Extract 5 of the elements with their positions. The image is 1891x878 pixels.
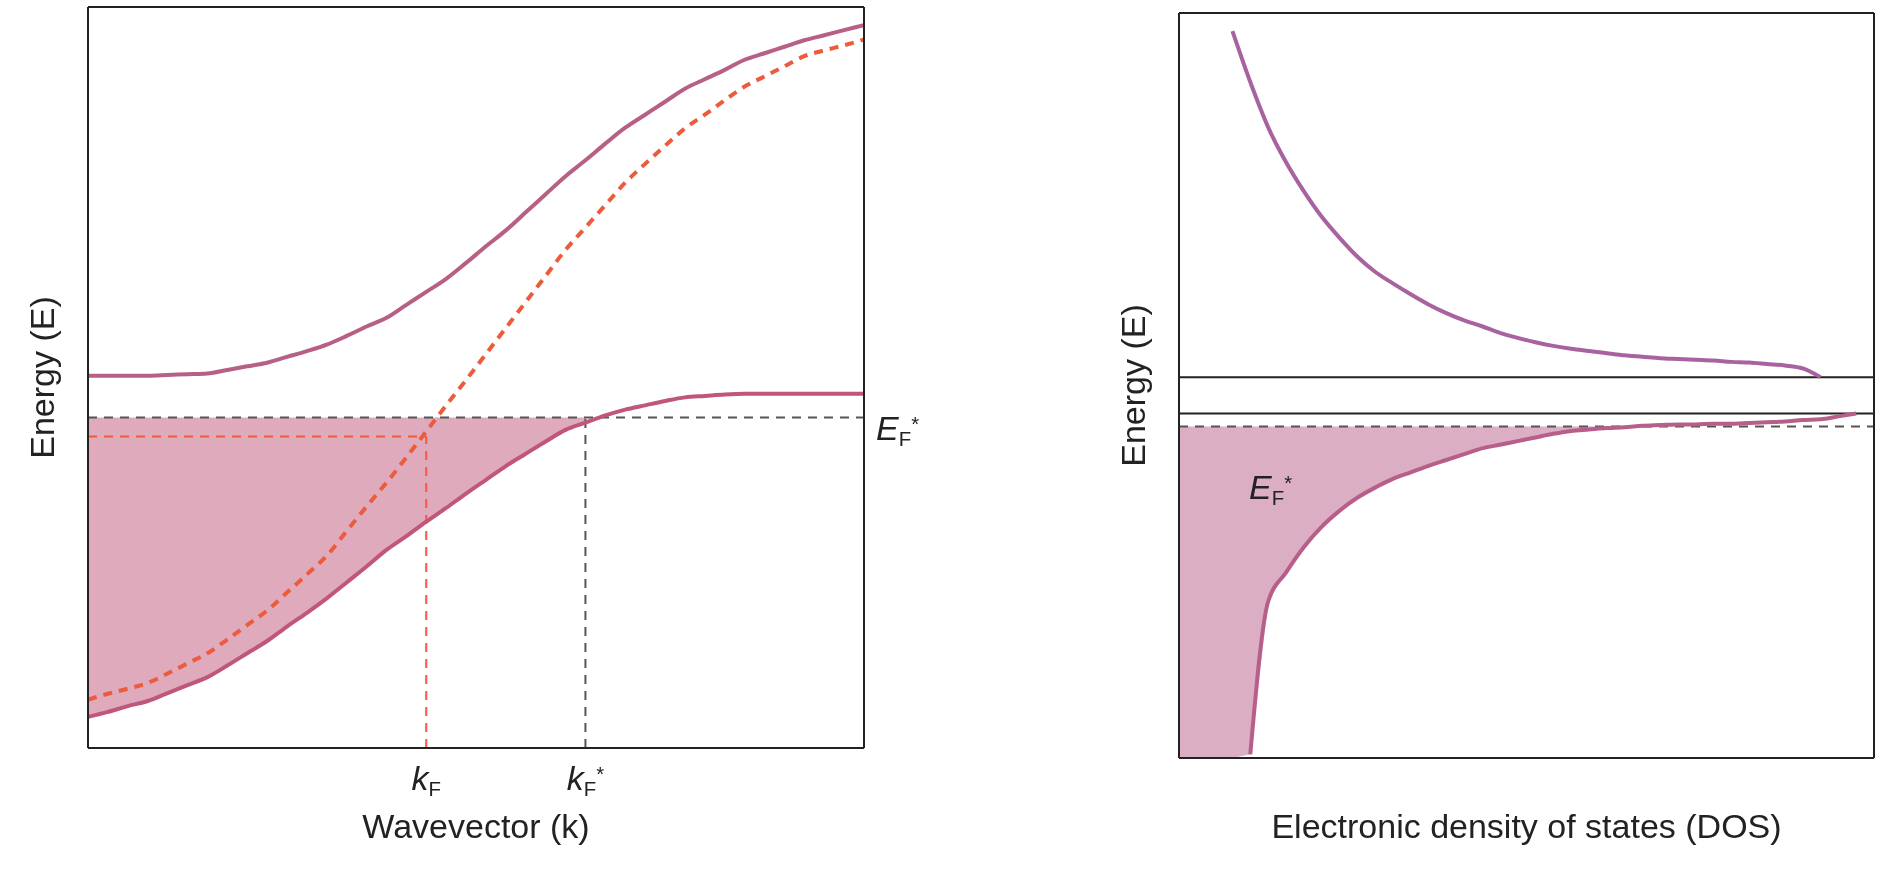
- x-axis-title: Wavevector (k): [362, 807, 590, 845]
- y-axis-title: Energy (E): [23, 296, 62, 459]
- y-axis-title: Energy (E): [1114, 304, 1153, 467]
- x-tick-label: k$_{F}$: [411, 759, 441, 800]
- x-axis-title: Electronic density of states (DOS): [1271, 807, 1782, 845]
